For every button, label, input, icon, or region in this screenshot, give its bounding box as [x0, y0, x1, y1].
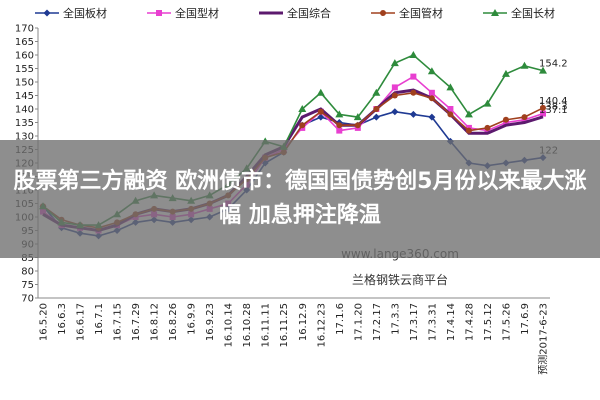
x-tick-label: 16.12.23: [316, 303, 327, 348]
x-tick-label: 16.7.29: [131, 303, 142, 341]
point: [540, 104, 546, 111]
point: [520, 61, 529, 69]
legend-label: 全国板材: [63, 6, 107, 20]
x-tick-label: 16.11.25: [279, 303, 290, 348]
banner: 股票第三方融资 欧洲债市：德国国债势创5月份以来最大涨幅 加息押注降温: [0, 140, 600, 258]
x-tick-label: 16.9.23: [205, 303, 216, 341]
point: [335, 110, 344, 118]
point: [410, 73, 417, 80]
x-tick-label: 17.1.6: [335, 303, 346, 335]
x-tick-label: 16.7.15: [113, 303, 124, 341]
point: [391, 108, 399, 116]
point: [447, 111, 454, 118]
y-tick-label: 145: [15, 91, 34, 102]
point: [380, 10, 386, 16]
x-tick-label: 16.10.28: [242, 303, 253, 348]
point: [43, 9, 51, 17]
legend-label: 全国长材: [511, 6, 555, 20]
x-tick-label: 17.5.26: [501, 303, 512, 341]
point: [483, 99, 492, 107]
y-tick-label: 150: [15, 78, 34, 89]
point: [372, 113, 380, 121]
point: [409, 110, 417, 118]
point: [373, 106, 380, 112]
point: [336, 127, 343, 134]
y-tick-label: 160: [15, 51, 34, 62]
x-tick-label: 16.7.1: [94, 303, 105, 335]
point: [464, 110, 473, 118]
point: [391, 84, 398, 91]
y-tick-label: 170: [15, 24, 34, 35]
x-tick-label: 17.4.14: [446, 303, 457, 341]
x-tick-label: 16.8.12: [150, 303, 161, 341]
x-tick-label: 17.6.9: [520, 303, 531, 335]
x-tick-label: 16.6.17: [76, 303, 87, 341]
x-tick-label: 16.12.9: [298, 303, 309, 341]
legend-label: 全国综合: [287, 6, 331, 20]
point: [446, 83, 455, 91]
x-tick-label: 17.4.28: [464, 303, 475, 341]
point: [502, 116, 509, 123]
x-tick-label: 16.9.9: [187, 303, 198, 335]
x-tick-label: 17.5.12: [483, 303, 494, 341]
x-tick-label: 17.1.20: [353, 303, 364, 341]
point: [539, 66, 547, 74]
point: [521, 114, 528, 121]
headline: 股票第三方融资 欧洲债市：德国国债势创5月份以来最大涨幅 加息押注降温: [13, 169, 587, 228]
point: [156, 10, 162, 16]
x-tick-label: 17.3.31: [427, 303, 438, 341]
x-tick-label: 17.2.17: [372, 303, 383, 341]
y-tick-label: 155: [15, 64, 34, 75]
y-tick-label: 140: [15, 105, 34, 116]
point: [372, 88, 381, 96]
y-tick-label: 85: [21, 253, 34, 264]
x-tick-label: 17.3.17: [409, 303, 420, 341]
y-tick-label: 70: [21, 294, 34, 305]
point: [299, 122, 306, 129]
x-tick-label: 预测2017-6-23: [537, 303, 550, 375]
x-tick-label: 16.10.14: [224, 303, 235, 348]
point: [317, 113, 325, 121]
point: [465, 127, 472, 134]
point: [540, 110, 546, 117]
y-tick-label: 75: [21, 280, 34, 291]
point: [336, 122, 343, 129]
x-tick-label: 17.3.3: [390, 303, 401, 335]
y-tick-label: 130: [15, 132, 34, 143]
point: [501, 69, 510, 77]
data-label: 154.2: [539, 59, 568, 70]
legend-label: 全国型材: [175, 6, 219, 20]
x-tick-label: 16.11.11: [261, 303, 272, 348]
point: [428, 95, 435, 102]
point: [390, 59, 399, 67]
point: [353, 113, 362, 121]
watermark: 兰格钢铁云商平台: [352, 272, 448, 287]
point: [409, 51, 418, 58]
point: [317, 108, 324, 115]
data-label: 137.1: [539, 105, 568, 116]
y-tick-label: 165: [15, 37, 34, 48]
point: [410, 89, 417, 96]
y-tick-label: 135: [15, 118, 34, 129]
point: [354, 122, 361, 129]
point: [427, 67, 436, 75]
point: [298, 105, 307, 112]
point: [428, 89, 435, 96]
y-tick-label: 80: [21, 267, 34, 278]
data-label: 140.4: [539, 96, 568, 107]
point: [391, 92, 398, 99]
point: [428, 113, 436, 121]
x-tick-label: 16.6.3: [57, 303, 68, 335]
point: [491, 9, 499, 16]
legend-label: 全国管材: [399, 6, 443, 20]
x-tick-label: 16.8.26: [168, 303, 179, 341]
data-label: 138.3: [539, 102, 568, 113]
x-tick-label: 16.5.20: [39, 303, 50, 341]
point: [447, 106, 454, 112]
point: [484, 124, 491, 131]
point: [316, 88, 325, 96]
